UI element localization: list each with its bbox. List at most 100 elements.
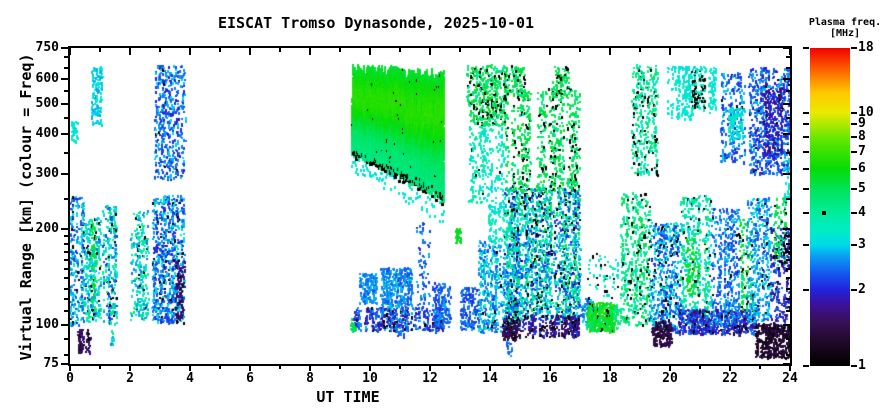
colorbar-left-tick <box>803 150 809 153</box>
colorbar-right-tick <box>851 365 857 367</box>
y-major-tick <box>61 47 68 49</box>
y-minor-tick <box>64 287 68 290</box>
y-minor-tick <box>64 197 68 200</box>
y-minor-tick <box>64 310 68 313</box>
y-major-tick <box>61 323 68 326</box>
x-minor-tick <box>759 366 761 369</box>
colorbar-left-tick <box>803 123 809 126</box>
colorbar-right-tick <box>851 123 857 126</box>
colorbar-left-tick <box>803 111 809 114</box>
colorbar-left-tick <box>803 187 809 190</box>
y-minor-tick <box>64 89 68 92</box>
colorbar-black-dot-marker <box>822 211 826 216</box>
colorbar-title-line2: [MHz] <box>829 28 861 39</box>
y-minor-tick <box>64 235 68 238</box>
y-minor-tick <box>64 337 68 340</box>
x-tick-label: 14 <box>482 371 498 386</box>
colorbar-left-tick <box>803 136 809 139</box>
colorbar-left-tick <box>803 212 809 215</box>
x-tick-label: 6 <box>246 371 254 386</box>
x-minor-tick <box>639 366 641 369</box>
x-tick-label: 22 <box>722 371 738 386</box>
x-tick-label: 10 <box>362 371 378 386</box>
colorbar-tick-label: 9 <box>858 116 866 132</box>
colorbar-tick-label: 18 <box>858 40 874 55</box>
y-minor-tick <box>64 259 68 262</box>
colorbar-tick-label: 5 <box>858 180 866 196</box>
x-minor-tick <box>699 366 701 369</box>
colorbar-title-line1: Plasma freq. <box>808 17 880 28</box>
colorbar-left-tick <box>803 244 809 247</box>
y-tick-label: 75 <box>43 356 59 371</box>
y-major-tick <box>61 172 68 175</box>
colorbar-right-tick <box>851 187 857 190</box>
colorbar-tick-label: 4 <box>858 205 866 221</box>
colorbar-left-tick <box>803 47 809 49</box>
y-tick-label: 750 <box>35 40 59 55</box>
x-tick-label: 2 <box>126 371 134 386</box>
x-tick-label: 0 <box>66 371 74 386</box>
x-minor-tick <box>219 366 221 369</box>
y-tick-label: 600 <box>35 70 59 86</box>
colorbar-tick-label: 1 <box>858 358 866 373</box>
colorbar-left-tick <box>803 288 809 291</box>
colorbar-right-tick <box>851 47 857 49</box>
x-minor-tick <box>519 366 521 369</box>
colorbar-left-tick <box>803 365 809 367</box>
x-tick-label: 18 <box>602 371 618 386</box>
y-major-tick <box>61 133 68 136</box>
x-minor-tick <box>99 366 101 369</box>
y-major-tick <box>61 77 68 80</box>
x-tick-label: 8 <box>306 371 314 386</box>
y-minor-tick <box>64 354 68 357</box>
y-minor-tick <box>64 56 68 59</box>
colorbar-left-tick <box>803 167 809 170</box>
x-minor-tick <box>279 366 281 369</box>
x-axis-label: UT TIME <box>316 388 380 406</box>
colorbar-right-tick <box>851 136 857 139</box>
y-minor-tick <box>64 250 68 253</box>
colorbar-right-tick <box>851 244 857 247</box>
y-tick-label: 400 <box>35 126 59 142</box>
colorbar-right-tick <box>851 167 857 170</box>
y-minor-tick <box>64 298 68 301</box>
colorbar-right-tick <box>851 288 857 291</box>
colorbar-title: Plasma freq. [MHz] <box>809 17 880 39</box>
x-tick-label: 12 <box>422 371 438 386</box>
y-tick-label: 100 <box>35 316 59 332</box>
y-minor-tick <box>64 151 68 154</box>
colorbar-tick-label: 8 <box>858 129 866 145</box>
colorbar-tick-label: 3 <box>858 237 866 253</box>
y-minor-tick <box>64 277 68 280</box>
y-tick-label: 500 <box>35 95 59 111</box>
y-minor-tick <box>64 267 68 270</box>
y-major-tick <box>61 102 68 105</box>
y-minor-tick <box>64 242 68 245</box>
y-minor-tick <box>64 66 68 69</box>
x-minor-tick <box>459 366 461 369</box>
colorbar-tick-label: 10 <box>858 104 874 120</box>
x-tick-label: 24 <box>782 371 798 386</box>
x-tick-label: 16 <box>542 371 558 386</box>
chart-title: EISCAT Tromso Dynasonde, 2025-10-01 <box>217 14 535 32</box>
colorbar-right-tick <box>851 150 857 153</box>
colorbar-tick-label: 6 <box>858 160 866 176</box>
ionogram-scatter-canvas <box>70 48 790 364</box>
colorbar-gradient <box>810 48 850 366</box>
y-major-tick <box>61 228 68 231</box>
colorbar-right-tick <box>851 111 857 114</box>
x-minor-tick <box>339 366 341 369</box>
colorbar-right-tick <box>851 212 857 215</box>
x-minor-tick <box>579 366 581 369</box>
x-minor-tick <box>399 366 401 369</box>
x-minor-tick <box>159 366 161 369</box>
y-major-tick <box>61 363 68 365</box>
y-tick-label: 300 <box>35 165 59 181</box>
y-minor-tick <box>64 117 68 120</box>
colorbar-tick-label: 2 <box>858 281 866 297</box>
colorbar-tick-label: 7 <box>858 143 866 159</box>
y-tick-label: 200 <box>35 221 59 237</box>
x-tick-label: 4 <box>186 371 194 386</box>
x-tick-label: 20 <box>662 371 678 386</box>
